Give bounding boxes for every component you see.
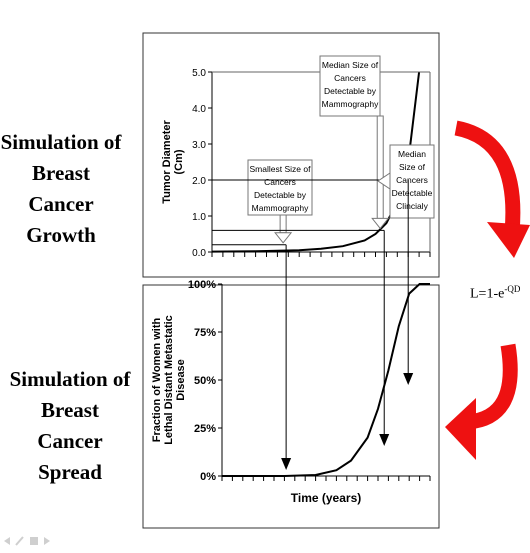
y-axis-label: Disease	[175, 359, 187, 401]
side-label-line: Breast Cancer	[37, 398, 103, 453]
callout-text: Median Size of	[322, 60, 379, 70]
spread-side-label: Simulation of Breast Cancer Spread	[6, 364, 134, 488]
callout-text: Size of	[399, 162, 426, 172]
forward-arrow-icon[interactable]	[44, 537, 50, 545]
side-label-line: Spread	[38, 460, 102, 484]
callout-text: Mammography	[252, 203, 309, 213]
callout-text: Cancers	[396, 175, 428, 185]
curved-arrow-icon	[445, 343, 518, 460]
formula-label: L=1-e-QD	[470, 284, 520, 303]
y-tick-label: 0.0	[192, 248, 206, 259]
y-tick-label: 3.0	[192, 140, 206, 151]
connector-arrowhead	[403, 373, 414, 385]
side-label-line: Simulation of	[0, 130, 122, 154]
y-tick-label: 100%	[188, 279, 216, 291]
side-label-line: Growth	[26, 223, 96, 247]
spread-chart-panel	[142, 284, 440, 529]
callout-text: Detectable	[392, 188, 433, 198]
callout-text: Clincialy	[396, 201, 428, 211]
side-label-line: Simulation of	[9, 367, 131, 391]
y-axis-label: Fraction of Women with	[151, 317, 163, 442]
y-tick-label: 1.0	[192, 212, 206, 223]
y-tick-label: 5.0	[192, 68, 206, 79]
callout-text: Detectable by	[324, 86, 377, 96]
callout-text: Median	[398, 149, 426, 159]
y-tick-label: 4.0	[192, 104, 206, 115]
growth-side-label: Simulation of Breast Cancer Growth	[0, 127, 122, 251]
connector-arrowhead	[281, 458, 292, 470]
callout-pointer	[371, 217, 390, 230]
formula-base: L=1-e	[470, 286, 505, 302]
callout-text: Smallest Size of	[250, 164, 312, 174]
spread-chart: 0% 25% 50% 75% 100% Fraction of Women with Let…	[151, 279, 431, 505]
y-tick-label: 2.0	[192, 176, 206, 187]
callout-text: Cancers	[264, 177, 296, 187]
footer-toolbar[interactable]	[4, 536, 50, 546]
callout-text: Mammography	[322, 99, 379, 109]
y-tick-label: 0%	[200, 471, 216, 483]
series-line	[222, 283, 430, 477]
connector-arrows	[281, 180, 414, 470]
curved-arrow-icon	[454, 120, 530, 258]
formula-exponent: -QD	[504, 284, 521, 294]
side-label-line: Breast Cancer	[28, 161, 94, 216]
callout-text: Detectable by	[254, 190, 307, 200]
callout-pointer	[376, 115, 384, 219]
callout-box	[319, 55, 381, 117]
callout-pointer	[377, 172, 391, 190]
menu-icon[interactable]	[30, 537, 38, 545]
y-tick-label: 50%	[194, 375, 216, 387]
growth-chart: 0.0 1.0 2.0 3.0 4.0 5.0 Tumor Diameter (Cm) Smal…	[161, 55, 435, 259]
y-tick-label: 75%	[194, 327, 216, 339]
y-axis-label: (Cm)	[173, 149, 185, 174]
callout-pointer	[274, 232, 293, 244]
connector-arrowhead	[379, 434, 390, 446]
callout-box	[389, 144, 435, 219]
y-tick-label: 25%	[194, 423, 216, 435]
pen-icon[interactable]	[15, 536, 24, 546]
callout-text: Cancers	[334, 73, 366, 83]
y-axis-label: Tumor Diameter	[161, 120, 173, 204]
back-arrow-icon[interactable]	[4, 537, 10, 545]
y-axis-label: Lethal Distant Metastatic	[163, 315, 175, 445]
x-axis-label: Time (years)	[291, 491, 361, 505]
